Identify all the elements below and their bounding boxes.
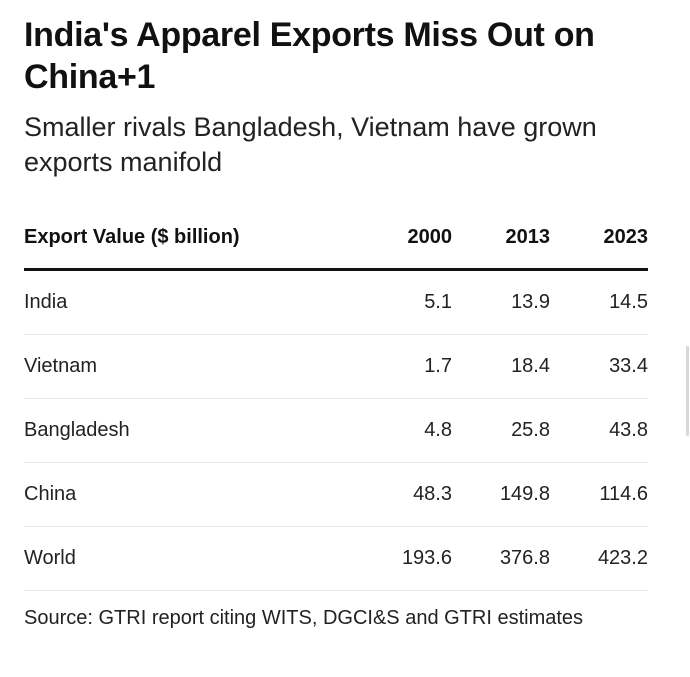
table-row-bangladesh: Bangladesh 4.8 25.8 43.8 [24, 398, 648, 463]
cell-2000: 4.8 [354, 398, 452, 463]
row-label: India [24, 269, 354, 335]
chart-title: India's Apparel Exports Miss Out on Chin… [24, 16, 595, 96]
cell-2023: 33.4 [550, 334, 648, 399]
row-label: World [24, 526, 354, 591]
column-header-2000: 2000 [354, 206, 452, 271]
cell-2013: 13.9 [452, 269, 550, 335]
table-row-vietnam: Vietnam 1.7 18.4 33.4 [24, 334, 648, 399]
cell-2000: 193.6 [354, 526, 452, 591]
cell-2000: 48.3 [354, 462, 452, 527]
data-table: Export Value ($ billion) 2000 2013 2023 … [24, 206, 648, 591]
cell-2023: 14.5 [550, 269, 648, 335]
column-header-export-value: Export Value ($ billion) [24, 206, 354, 271]
cell-2013: 25.8 [452, 398, 550, 463]
cell-2013: 149.8 [452, 462, 550, 527]
table-row-china: China 48.3 149.8 114.6 [24, 462, 648, 527]
scrollbar-thumb[interactable] [686, 346, 689, 436]
source-note: Source: GTRI report citing WITS, DGCI&S … [24, 607, 584, 629]
cell-2013: 18.4 [452, 334, 550, 399]
chart-subtitle: Smaller rivals Bangladesh, Vietnam have … [24, 112, 597, 177]
table-header-row: Export Value ($ billion) 2000 2013 2023 [24, 206, 648, 271]
row-label: Bangladesh [24, 398, 354, 463]
cell-2000: 5.1 [354, 269, 452, 335]
column-header-2023: 2023 [550, 206, 648, 271]
table-row-india: India 5.1 13.9 14.5 [24, 269, 648, 335]
table-row-world: World 193.6 376.8 423.2 [24, 526, 648, 591]
cell-2013: 376.8 [452, 526, 550, 591]
column-header-2013: 2013 [452, 206, 550, 271]
cell-2000: 1.7 [354, 334, 452, 399]
cell-2023: 43.8 [550, 398, 648, 463]
row-label: Vietnam [24, 334, 354, 399]
chart-card: India's Apparel Exports Miss Out on Chin… [24, 14, 648, 632]
row-label: China [24, 462, 354, 527]
cell-2023: 114.6 [550, 462, 648, 527]
cell-2023: 423.2 [550, 526, 648, 591]
